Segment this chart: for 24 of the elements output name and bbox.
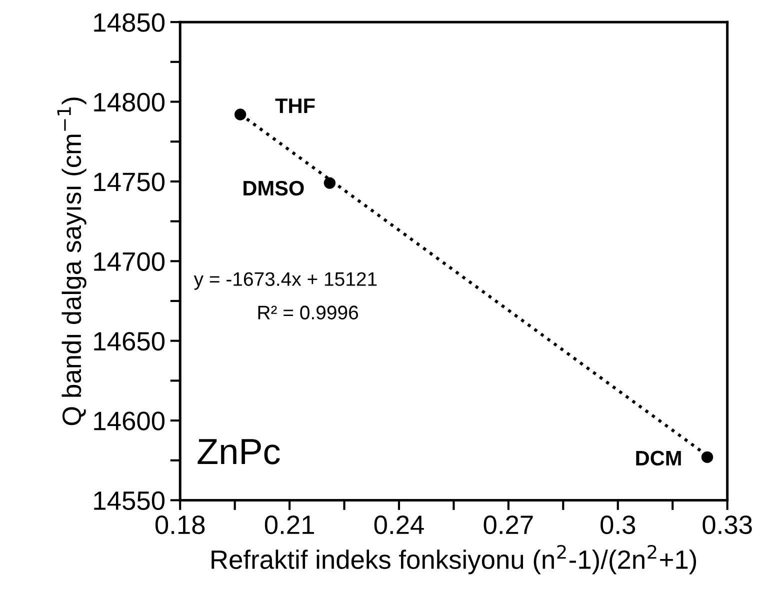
x-tick-label: 0.21 bbox=[264, 515, 314, 534]
annotation: y = -1673.4x + 15121 bbox=[194, 272, 377, 290]
annotation: DCM bbox=[636, 450, 681, 466]
annotation: R² = 0.9996 bbox=[258, 306, 358, 320]
y-axis-title: Q bandı dalga sayısı (cm$^{−1}$) bbox=[57, 98, 86, 426]
point bbox=[324, 177, 336, 189]
point bbox=[701, 451, 714, 464]
y-tick-label: 14550 bbox=[94, 491, 165, 510]
y-tick-label: 14700 bbox=[94, 252, 165, 271]
annotation: THF bbox=[275, 98, 315, 113]
x-tick-label: 0.3 bbox=[600, 515, 636, 534]
y-tick-label: 14600 bbox=[94, 412, 165, 430]
x-axis-title: Refraktif indeks fonksiyonu (n$^{2}$-1)/(2n$^{2}$+1) bbox=[212, 544, 696, 574]
y-tick-label: 14850 bbox=[94, 13, 165, 32]
y-tick-label: 14650 bbox=[94, 332, 165, 351]
annotation: DMSO bbox=[244, 180, 304, 196]
x-tick-label: 0.24 bbox=[374, 515, 424, 534]
y-tick-label: 14750 bbox=[94, 172, 165, 192]
annotation: ZnPc bbox=[198, 439, 280, 464]
x-tick-label: 0.27 bbox=[484, 515, 533, 534]
point bbox=[234, 108, 246, 120]
x-tick-label: 0.33 bbox=[702, 515, 752, 534]
y-tick-label: 14800 bbox=[94, 92, 165, 112]
x-tick-label: 0.18 bbox=[155, 515, 205, 534]
